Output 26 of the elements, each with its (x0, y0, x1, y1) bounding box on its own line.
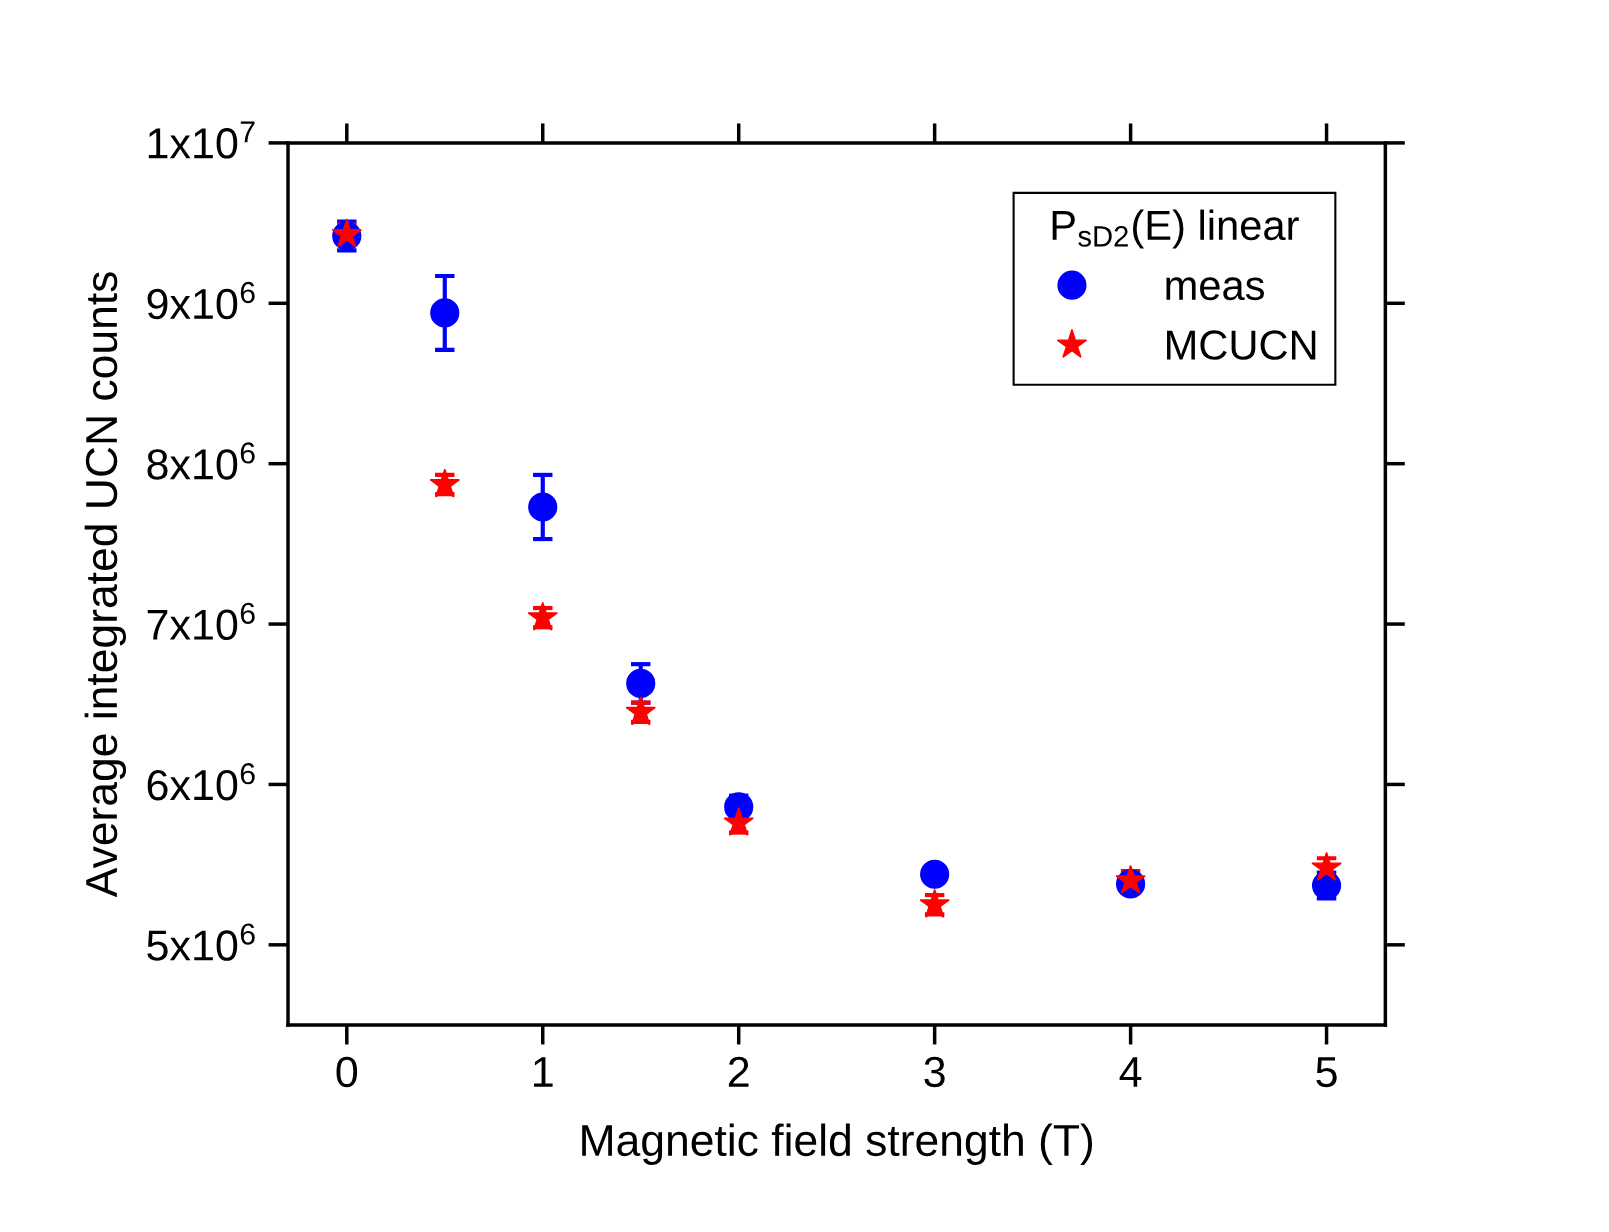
point (1311, 851, 1342, 881)
x-tick-label: 4 (1119, 1057, 1142, 1087)
point (625, 696, 656, 726)
x-axis-title: Magnetic field strength (T) (582, 1123, 1093, 1165)
x-tick-label: 1 (534, 1057, 553, 1087)
x-tick-label: 3 (924, 1056, 945, 1088)
x-tick-label: 5 (1316, 1057, 1337, 1088)
point (429, 468, 460, 498)
y-axis-title: Average integrated UCN counts (84, 272, 127, 898)
legend-label: meas (1166, 277, 1264, 301)
y-tick-label: 9x10$^{6}$ (147, 281, 255, 320)
y-tick-label: 8x10$^{6}$ (147, 442, 255, 480)
y-tick-label: 5x10$^{6}$ (147, 923, 255, 961)
y-tick-label: 7x10$^{6}$ (147, 602, 255, 641)
point (723, 806, 754, 836)
x-tick-label: 2 (728, 1056, 749, 1087)
point (430, 298, 460, 328)
point (626, 668, 656, 698)
legend-label: MCUCN (1167, 330, 1316, 360)
y-tick-label: 6x10$^{6}$ (147, 763, 255, 801)
x-tick-label: 0 (336, 1056, 358, 1088)
point (528, 492, 558, 522)
y-tick-label: 1x10$^{7}$ (148, 121, 255, 159)
legend-title: P$_{sD2}$(E) linear (1052, 209, 1299, 249)
point (920, 859, 950, 889)
point (527, 601, 558, 631)
